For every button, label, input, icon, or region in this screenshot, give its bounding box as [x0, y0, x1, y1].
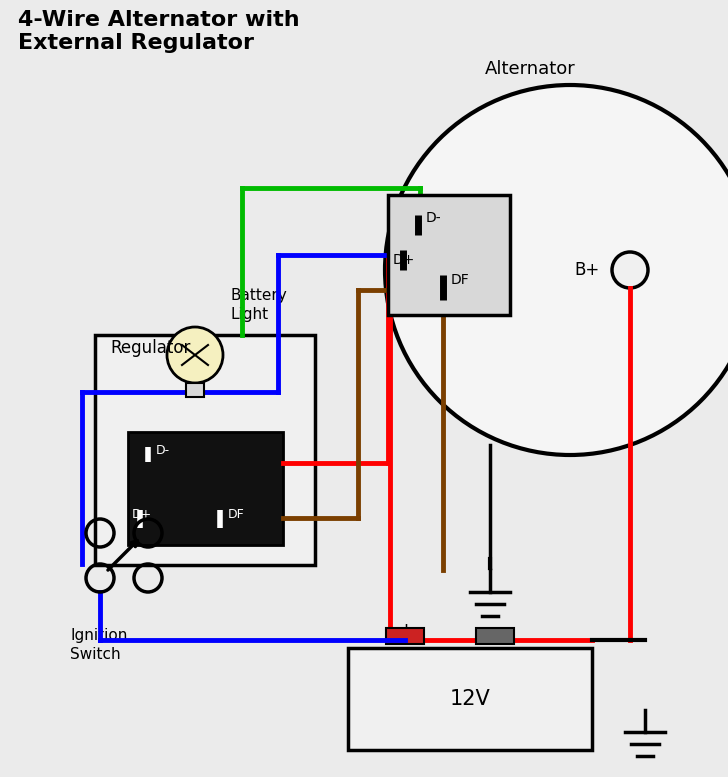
Bar — [388, 195, 510, 315]
Circle shape — [612, 252, 648, 288]
Text: DF: DF — [451, 273, 470, 287]
Bar — [128, 432, 283, 545]
Text: +: + — [398, 621, 414, 639]
Text: D+: D+ — [393, 253, 416, 267]
Text: DF: DF — [228, 508, 245, 521]
Bar — [348, 648, 592, 750]
Text: Ignition
Switch: Ignition Switch — [70, 628, 127, 661]
Text: 4-Wire Alternator with
External Regulator: 4-Wire Alternator with External Regulato… — [18, 10, 300, 53]
Text: Battery
Light: Battery Light — [230, 287, 287, 322]
Bar — [95, 335, 315, 565]
Bar — [386, 628, 424, 644]
Text: 12V: 12V — [450, 689, 491, 709]
Bar — [186, 383, 204, 397]
Circle shape — [385, 85, 728, 455]
Text: B+: B+ — [574, 261, 600, 279]
Circle shape — [167, 327, 223, 383]
Text: Regulator: Regulator — [110, 339, 191, 357]
Bar — [476, 628, 514, 644]
Text: Alternator: Alternator — [485, 60, 575, 78]
Text: D+: D+ — [132, 508, 152, 521]
Text: D-: D- — [156, 444, 170, 457]
Text: D-: D- — [426, 211, 442, 225]
Text: -: - — [493, 621, 499, 639]
